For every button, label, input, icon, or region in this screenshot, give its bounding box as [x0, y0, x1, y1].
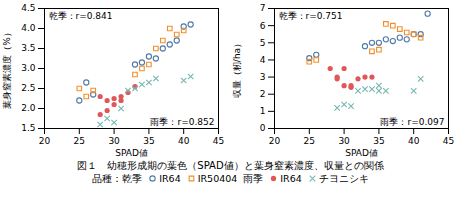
svg-text:40: 40: [178, 136, 190, 146]
svg-text:2.0: 2.0: [21, 103, 36, 113]
svg-text:7: 7: [260, 3, 266, 13]
svg-text:5: 5: [260, 38, 266, 48]
svg-text:乾季：r=0.751: 乾季：r=0.751: [279, 11, 343, 21]
svg-text:40: 40: [408, 136, 420, 146]
svg-text:35: 35: [373, 136, 384, 146]
svg-text:3: 3: [260, 72, 266, 82]
svg-text:雨季：r=0.852: 雨季：r=0.852: [150, 117, 214, 127]
svg-text:20: 20: [269, 136, 281, 146]
html-text:IR50404: IR50404: [197, 173, 238, 184]
svg-text:25: 25: [304, 136, 315, 146]
svg-text:2.5: 2.5: [21, 83, 35, 93]
svg-text:0: 0: [260, 123, 266, 133]
html-text:チヨニシキ: チヨニシキ: [318, 173, 369, 184]
svg-text:45: 45: [213, 136, 224, 146]
svg-text:3.5: 3.5: [21, 43, 35, 53]
svg-text:1: 1: [260, 106, 266, 116]
svg-text:30: 30: [338, 136, 350, 146]
svg-text:SPAD値: SPAD値: [345, 148, 378, 158]
svg-text:6: 6: [260, 21, 266, 31]
svg-text:収量（籾/ha）: 収量（籾/ha）: [232, 39, 242, 98]
svg-text:乾季：r=0.841: 乾季：r=0.841: [49, 11, 113, 21]
svg-text:35: 35: [143, 136, 154, 146]
html-text:品種：乾季: 品種：乾季: [92, 173, 143, 184]
svg-text:2: 2: [260, 89, 266, 99]
html-text:雨季: 雨季: [243, 173, 264, 184]
svg-text:4: 4: [260, 55, 266, 65]
svg-text:25: 25: [74, 136, 85, 146]
svg-text:SPAD値: SPAD値: [115, 148, 148, 158]
svg-text:45: 45: [443, 136, 454, 146]
svg-text:4.5: 4.5: [21, 3, 35, 13]
html-text:IR64: IR64: [159, 173, 181, 184]
svg-text:30: 30: [108, 136, 120, 146]
svg-text:3.0: 3.0: [21, 63, 36, 73]
svg-text:雨季：r=0.097: 雨季：r=0.097: [380, 117, 444, 127]
svg-text:葉身窒素濃度（%）: 葉身窒素濃度（%）: [2, 28, 12, 109]
svg-text:20: 20: [39, 136, 51, 146]
svg-text:4.0: 4.0: [21, 23, 36, 33]
svg-text:1.5: 1.5: [21, 123, 35, 133]
html-text:図１ 幼穂形成期の葉色（SPAD値）と葉身窒素濃度、収量との: 図１ 幼穂形成期の葉色（SPAD値）と葉身窒素濃度、収量との関係: [77, 160, 384, 171]
html-text:IR64: IR64: [280, 173, 302, 184]
